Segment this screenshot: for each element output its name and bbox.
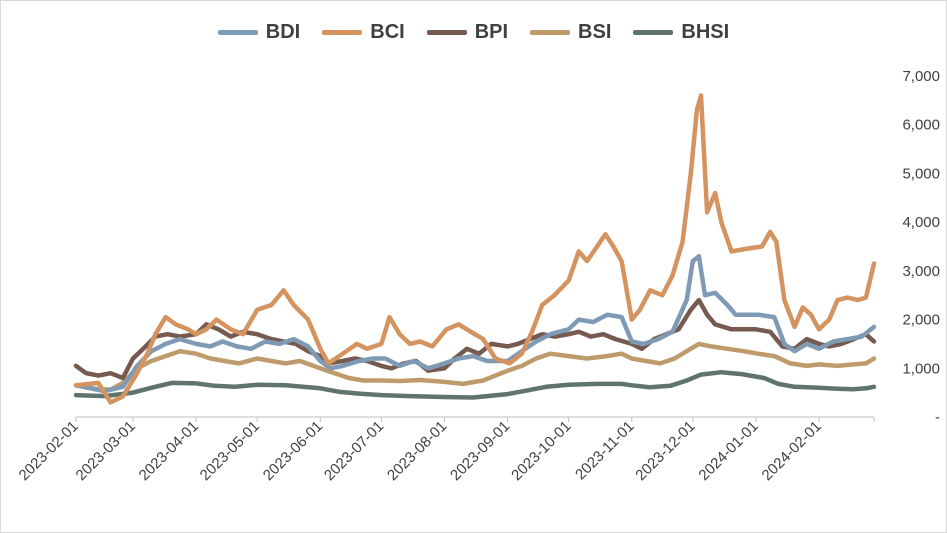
series-line-bpi (73, 297, 877, 381)
y-tick-label: 2,000 (902, 312, 940, 329)
y-tick-label: 6,000 (902, 117, 940, 134)
legend-item-bdi: BDI (217, 21, 301, 44)
legend-item-bhsi: BHSI (633, 21, 729, 44)
legend-label: BDI (265, 21, 301, 43)
x-tick-label: 2023-02-01 (16, 418, 82, 484)
series-line-bhsi (73, 369, 877, 400)
x-tick-label: 2024-01-01 (695, 418, 761, 484)
legend-label: BHSI (681, 21, 730, 43)
series-line-bci (73, 93, 877, 405)
x-tick-label: 2023-07-01 (321, 418, 387, 484)
legend-label: BSI (578, 21, 612, 43)
x-tick-label: 2024-02-01 (759, 418, 825, 484)
y-tick-label: - (935, 409, 940, 426)
x-tick-label: 2023-12-01 (632, 418, 698, 484)
y-tick-label: 3,000 (902, 263, 940, 280)
legend-swatch (633, 30, 674, 35)
y-tick-label: 5,000 (902, 165, 940, 182)
x-tick-label: 2023-10-01 (508, 418, 574, 484)
y-tick-label: 7,000 (902, 68, 940, 85)
legend-label: BCI (370, 21, 405, 43)
x-tick-label: 2023-11-01 (572, 418, 637, 483)
legend-swatch (426, 30, 467, 35)
x-tick-label: 2023-06-01 (260, 418, 326, 484)
series-line-bsi (73, 341, 877, 392)
x-tick-label: 2023-03-01 (73, 418, 139, 484)
y-tick-label: 4,000 (902, 214, 940, 231)
legend-item-bsi: BSI (530, 21, 611, 44)
legend-item-bci: BCI (322, 21, 405, 44)
legend-swatch (530, 30, 571, 35)
legend: BDI BCI BPI BSI BHSI (1, 21, 946, 44)
x-tick-label: 2023-09-01 (447, 418, 513, 484)
legend-swatch (217, 30, 258, 35)
legend-swatch (322, 30, 363, 35)
x-tick-label: 2023-04-01 (136, 418, 202, 484)
series-line-bdi (73, 253, 877, 394)
legend-label: BPI (474, 21, 509, 43)
x-tick-label: 2023-08-01 (384, 418, 450, 484)
x-tick-label: 2023-05-01 (197, 418, 263, 484)
y-tick-label: 1,000 (902, 360, 940, 377)
legend-item-bpi: BPI (426, 21, 509, 44)
